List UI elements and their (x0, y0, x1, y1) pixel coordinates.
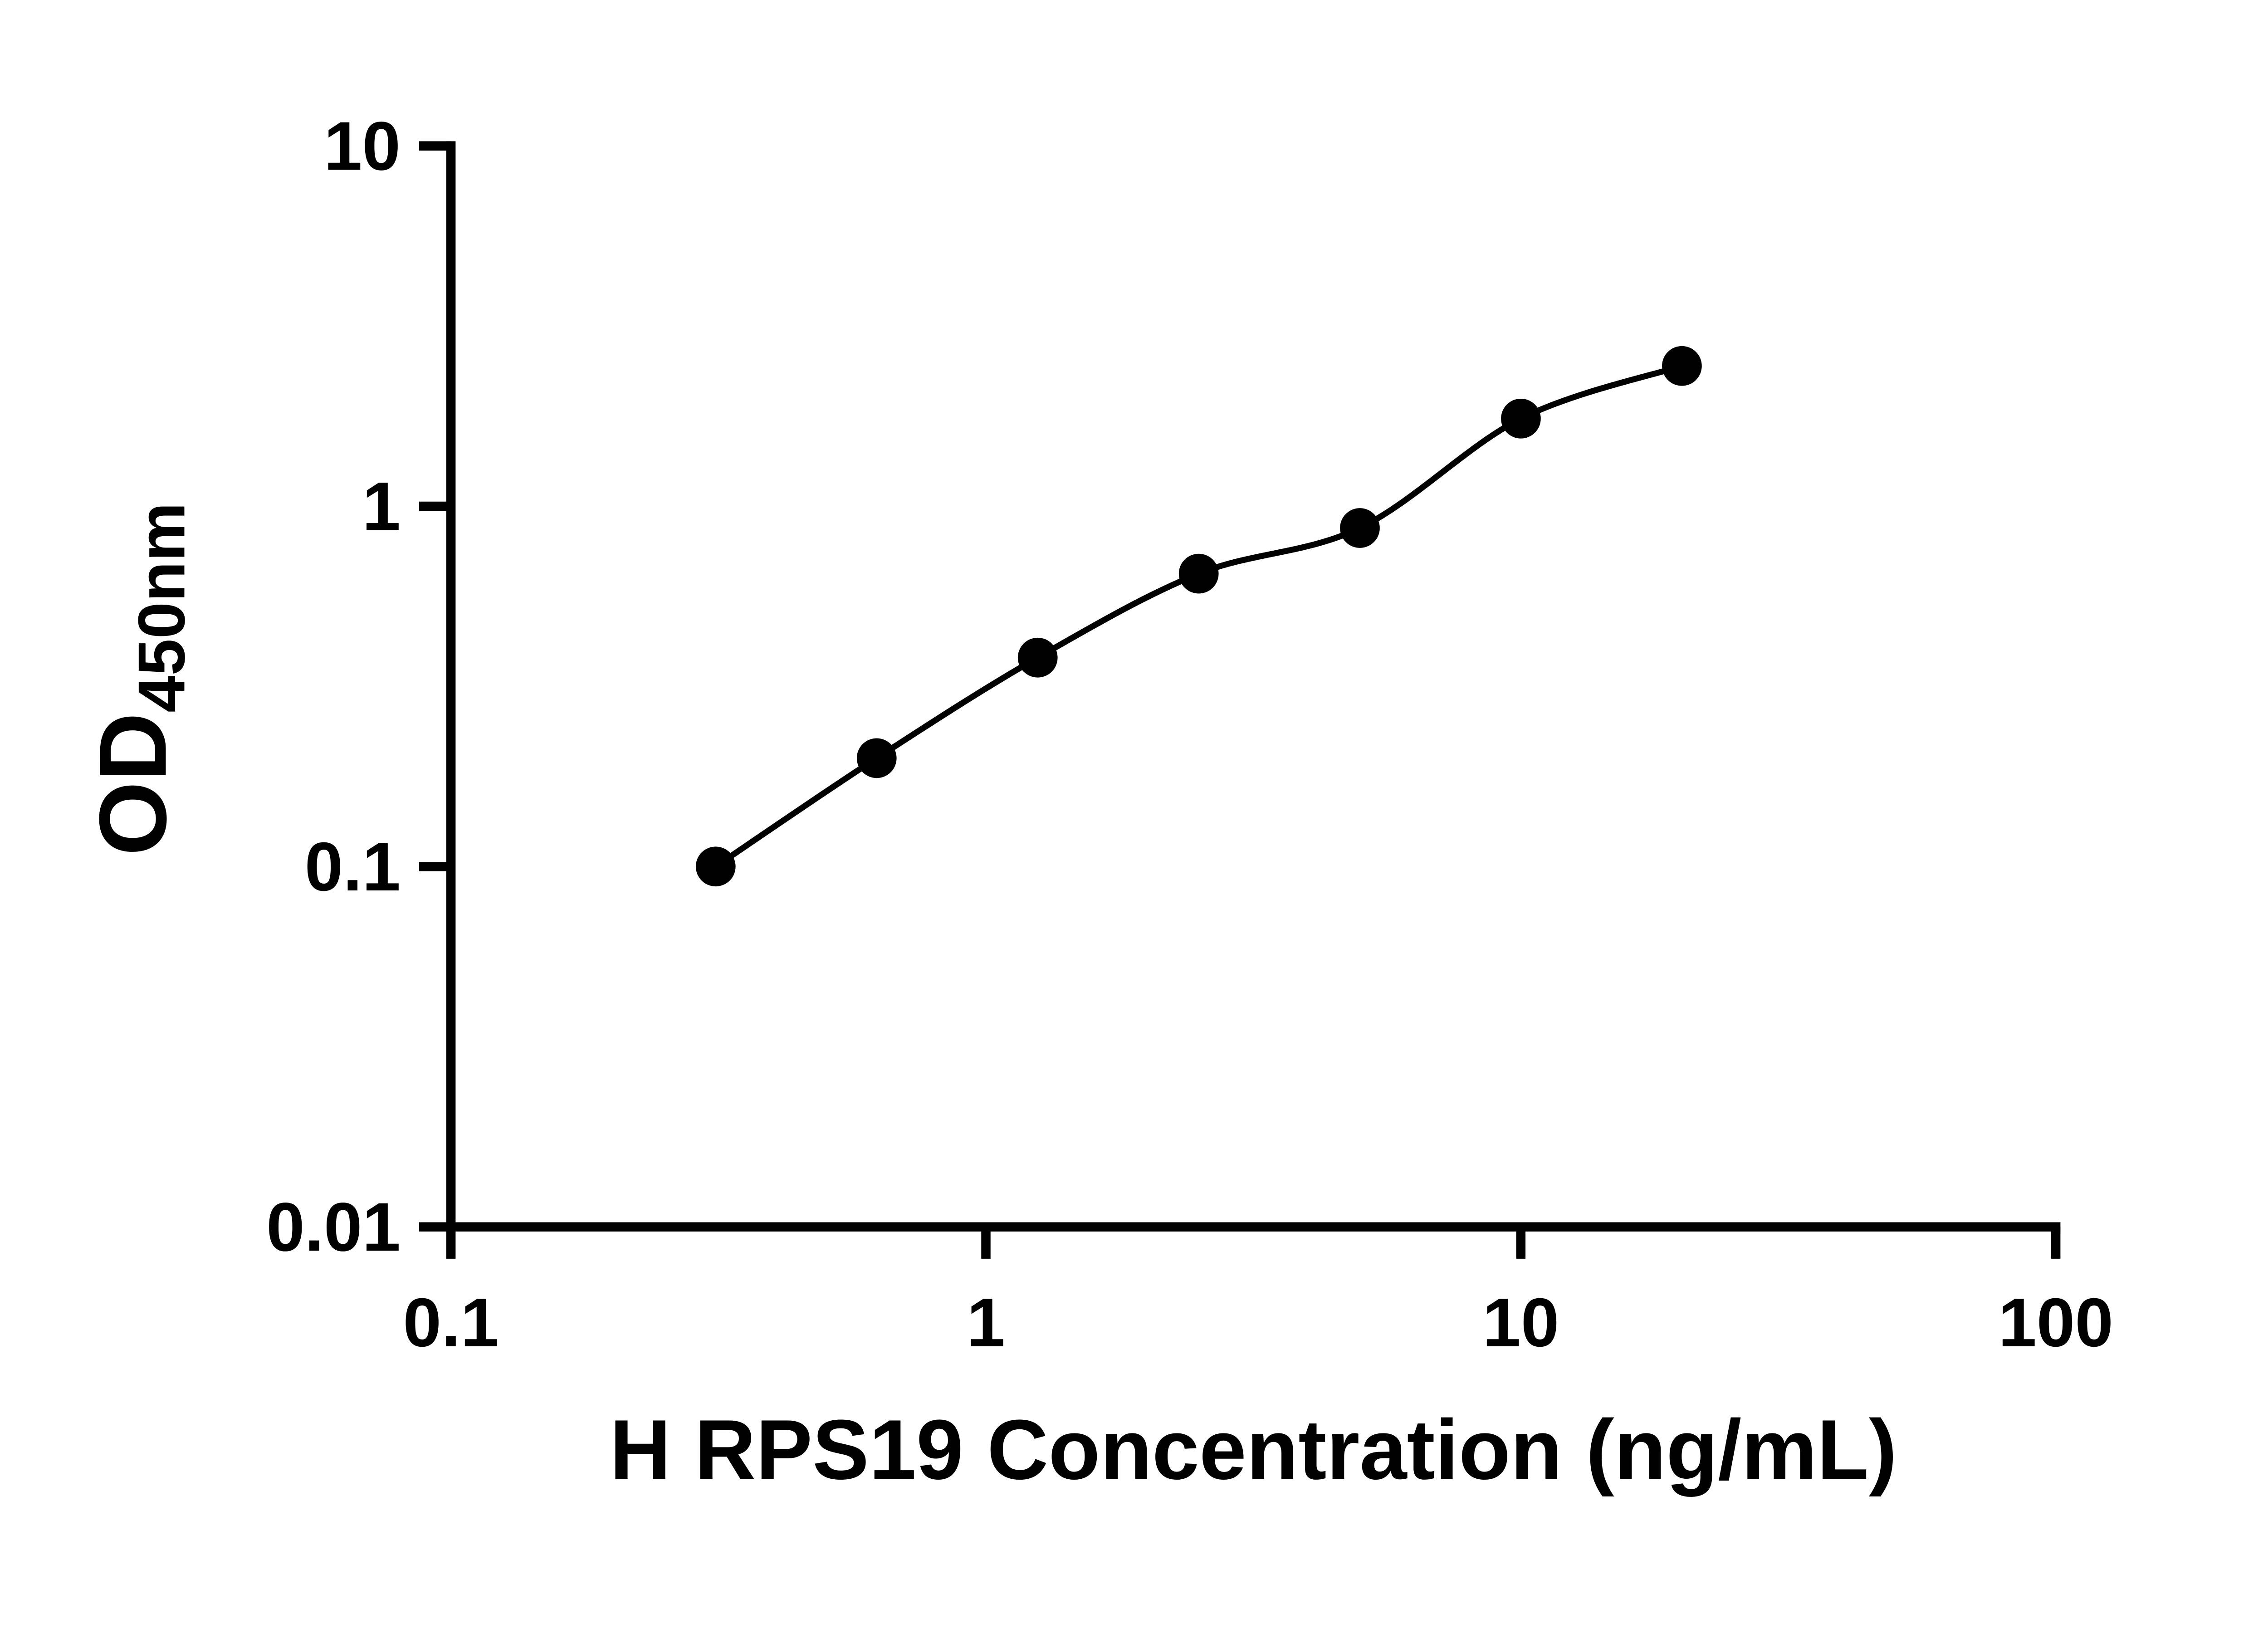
y-axis-title-subscript: 450nm (124, 503, 198, 713)
data-point (1340, 508, 1380, 548)
y-tick-label: 0.1 (305, 828, 401, 905)
y-axis-title: OD450nm (79, 503, 199, 856)
x-tick-label: 100 (1998, 1284, 2113, 1361)
y-axis-title-main: OD (79, 713, 186, 856)
y-tick-label: 0.01 (266, 1188, 401, 1266)
x-tick-label: 1 (967, 1284, 1005, 1361)
x-tick-label: 0.1 (403, 1284, 499, 1361)
y-tick-label: 1 (362, 468, 401, 545)
data-point (1501, 398, 1541, 439)
axes (446, 141, 2061, 1232)
plot-area (695, 346, 1702, 887)
x-axis-ticks: 0.1 1 10 100 (403, 1227, 2113, 1361)
data-point (1017, 637, 1058, 678)
x-tick-label: 10 (1482, 1284, 1559, 1361)
data-point (695, 846, 736, 887)
y-tick-label: 10 (324, 108, 401, 185)
data-point (1178, 553, 1219, 594)
x-axis-title: H RPS19 Concentration (ng/mL) (610, 1402, 1897, 1497)
data-point (856, 738, 897, 778)
elisa-standard-curve-figure: 0.01 0.1 1 10 0.1 1 10 100 H RPS19 Concentrati… (79, 108, 2113, 1497)
data-point (1662, 346, 1702, 386)
y-axis-ticks: 0.01 0.1 1 10 (266, 108, 451, 1266)
fit-curve (714, 363, 1683, 869)
